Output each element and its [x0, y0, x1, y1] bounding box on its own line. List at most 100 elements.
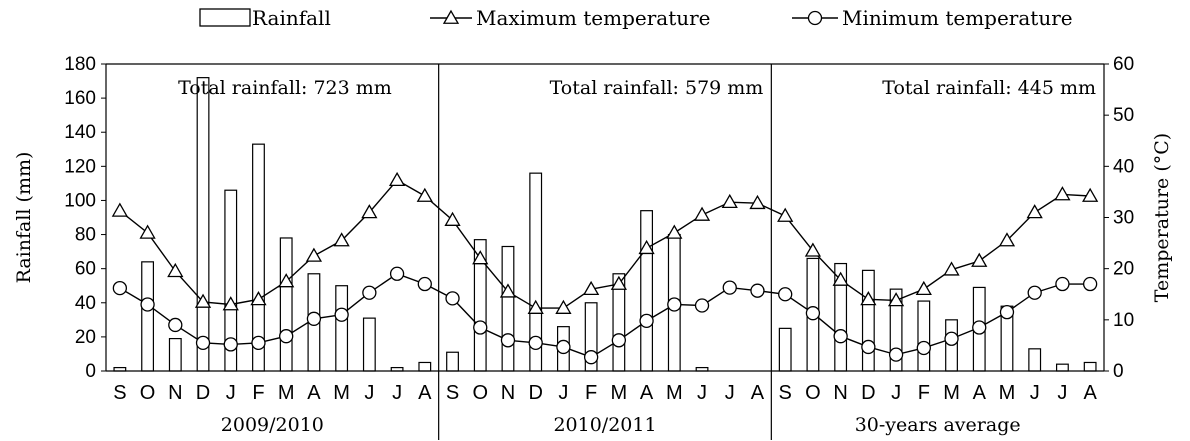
min-temperature-marker	[1055, 276, 1070, 292]
x-tick-label: A	[973, 382, 987, 404]
max-temperature-marker	[416, 187, 433, 202]
x-tick-label: A	[307, 382, 321, 404]
y-right-tick-label: 40	[1113, 156, 1134, 177]
y-right-axis-title: Temperature (°C)	[1151, 133, 1173, 302]
legend-label: Minimum temperature	[842, 6, 1073, 30]
max-temperature-marker	[804, 242, 822, 257]
temperature-lines	[111, 171, 1099, 365]
x-tick-label: N	[168, 382, 182, 404]
max-temperature-marker	[388, 171, 406, 187]
max-temperature-marker	[1054, 186, 1071, 201]
period-label: 2009/2010	[221, 414, 324, 436]
min-temperature-marker	[223, 337, 238, 352]
rainfall-bar	[640, 210, 654, 372]
y-left-tick-label: 40	[75, 293, 96, 314]
x-tick-label: F	[252, 382, 264, 404]
x-tick-label: D	[528, 382, 542, 404]
max-temperature-marker	[472, 250, 489, 265]
max-temperature-marker	[305, 247, 323, 262]
max-temperature-marker	[499, 283, 517, 298]
max-temperature-marker	[278, 273, 295, 288]
legend-label: Maximum temperature	[476, 6, 711, 30]
min-temperature-marker	[279, 329, 294, 344]
max-temperature-marker	[887, 292, 905, 307]
min-temperature-marker	[1027, 285, 1042, 300]
x-tick-label: J	[697, 382, 707, 404]
rainfall-bar	[196, 77, 210, 372]
rainfall-bar	[335, 285, 349, 372]
x-tick-label: F	[585, 382, 597, 404]
x-tick-label: J	[891, 382, 901, 404]
max-temperature-marker	[638, 239, 655, 255]
y-left-tick-label: 60	[75, 259, 96, 280]
period-label: 2010/2011	[553, 414, 656, 436]
x-tick-label: A	[1083, 382, 1097, 404]
period-label: 30-years average	[855, 414, 1021, 436]
y-right-tick-label: 50	[1113, 105, 1134, 126]
max-temperature-marker	[860, 291, 877, 306]
total-rainfall-annotation: Total rainfall: 445 mm	[882, 77, 1096, 99]
x-tick-label: J	[392, 382, 402, 404]
x-tick-label: M	[278, 382, 295, 404]
rainfall-bar	[446, 351, 459, 372]
max-temperature-marker	[610, 275, 627, 290]
y-right-tick-label: 10	[1113, 310, 1134, 331]
x-tick-label: M	[611, 382, 628, 404]
y-right-tick-label: 20	[1113, 259, 1134, 280]
min-temperature-marker	[306, 311, 322, 326]
min-temperature-marker	[473, 320, 488, 335]
min-temperature-marker	[722, 280, 737, 295]
min-temperature-marker	[944, 331, 959, 346]
max-temperature-marker	[361, 204, 378, 219]
y-left-tick-label: 160	[64, 88, 96, 109]
y-left-tick-label: 140	[64, 122, 96, 143]
y-right-tick-label: 60	[1113, 54, 1134, 75]
x-tick-label: O	[472, 382, 488, 404]
legend: Rainfall Maximum temperature Minimum tempe…	[199, 6, 1073, 30]
y-left-tick-label: 100	[64, 190, 96, 211]
x-tick-label: J	[558, 382, 568, 404]
x-tick-label: M	[666, 382, 683, 404]
rainfall-bar	[861, 269, 875, 372]
x-tick-label: J	[725, 382, 735, 404]
rainfall-bar	[1055, 363, 1069, 372]
min-temperature-marker	[140, 297, 155, 312]
y-left-tick-label: 180	[64, 54, 96, 75]
y-right-tick-label: 30	[1113, 208, 1134, 229]
x-tick-label: F	[918, 382, 930, 404]
min-temperature-marker	[112, 280, 128, 296]
legend-triangle-marker	[442, 9, 460, 24]
max-temperature-marker	[832, 271, 849, 286]
min-temperature-marker	[556, 339, 571, 355]
y-left-tick-label: 20	[75, 327, 96, 348]
y-right-tick-label: 0	[1113, 361, 1124, 382]
x-tick-label: M	[999, 382, 1016, 404]
min-temperature-marker	[362, 285, 377, 300]
x-tick-label: D	[861, 382, 875, 404]
legend-label: Rainfall	[252, 6, 331, 30]
max-temperature-line	[119, 179, 1091, 309]
max-temperature-marker	[444, 211, 461, 226]
y-left-axis-title: Rainfall (mm)	[13, 152, 35, 284]
min-temperature-marker	[528, 335, 543, 351]
max-temperature-marker	[333, 232, 350, 247]
min-temperature-marker	[916, 340, 931, 356]
x-tick-label: J	[364, 382, 374, 404]
x-tick-label: M	[333, 382, 350, 404]
legend-circle-marker	[807, 10, 823, 26]
x-tick-label: A	[640, 382, 654, 404]
min-temperature-marker	[611, 333, 627, 348]
min-temperature-marker	[750, 283, 765, 298]
axes: 0 20 40 60 80 100 120 140 160 180 0 10 20 30 40 50 60 Rai…	[13, 54, 1173, 440]
min-temperature-marker	[168, 317, 183, 333]
y-left-tick-label: 120	[64, 156, 96, 177]
x-tick-label: J	[226, 382, 236, 404]
max-temperature-marker	[527, 299, 544, 314]
x-tick-label: N	[833, 382, 847, 404]
total-rainfall-annotation: Total rainfall: 579 mm	[550, 77, 764, 99]
max-temperature-marker	[693, 206, 711, 221]
max-temperature-marker	[583, 280, 600, 296]
max-temperature-marker	[167, 262, 184, 278]
rainfall-bar	[279, 237, 293, 372]
